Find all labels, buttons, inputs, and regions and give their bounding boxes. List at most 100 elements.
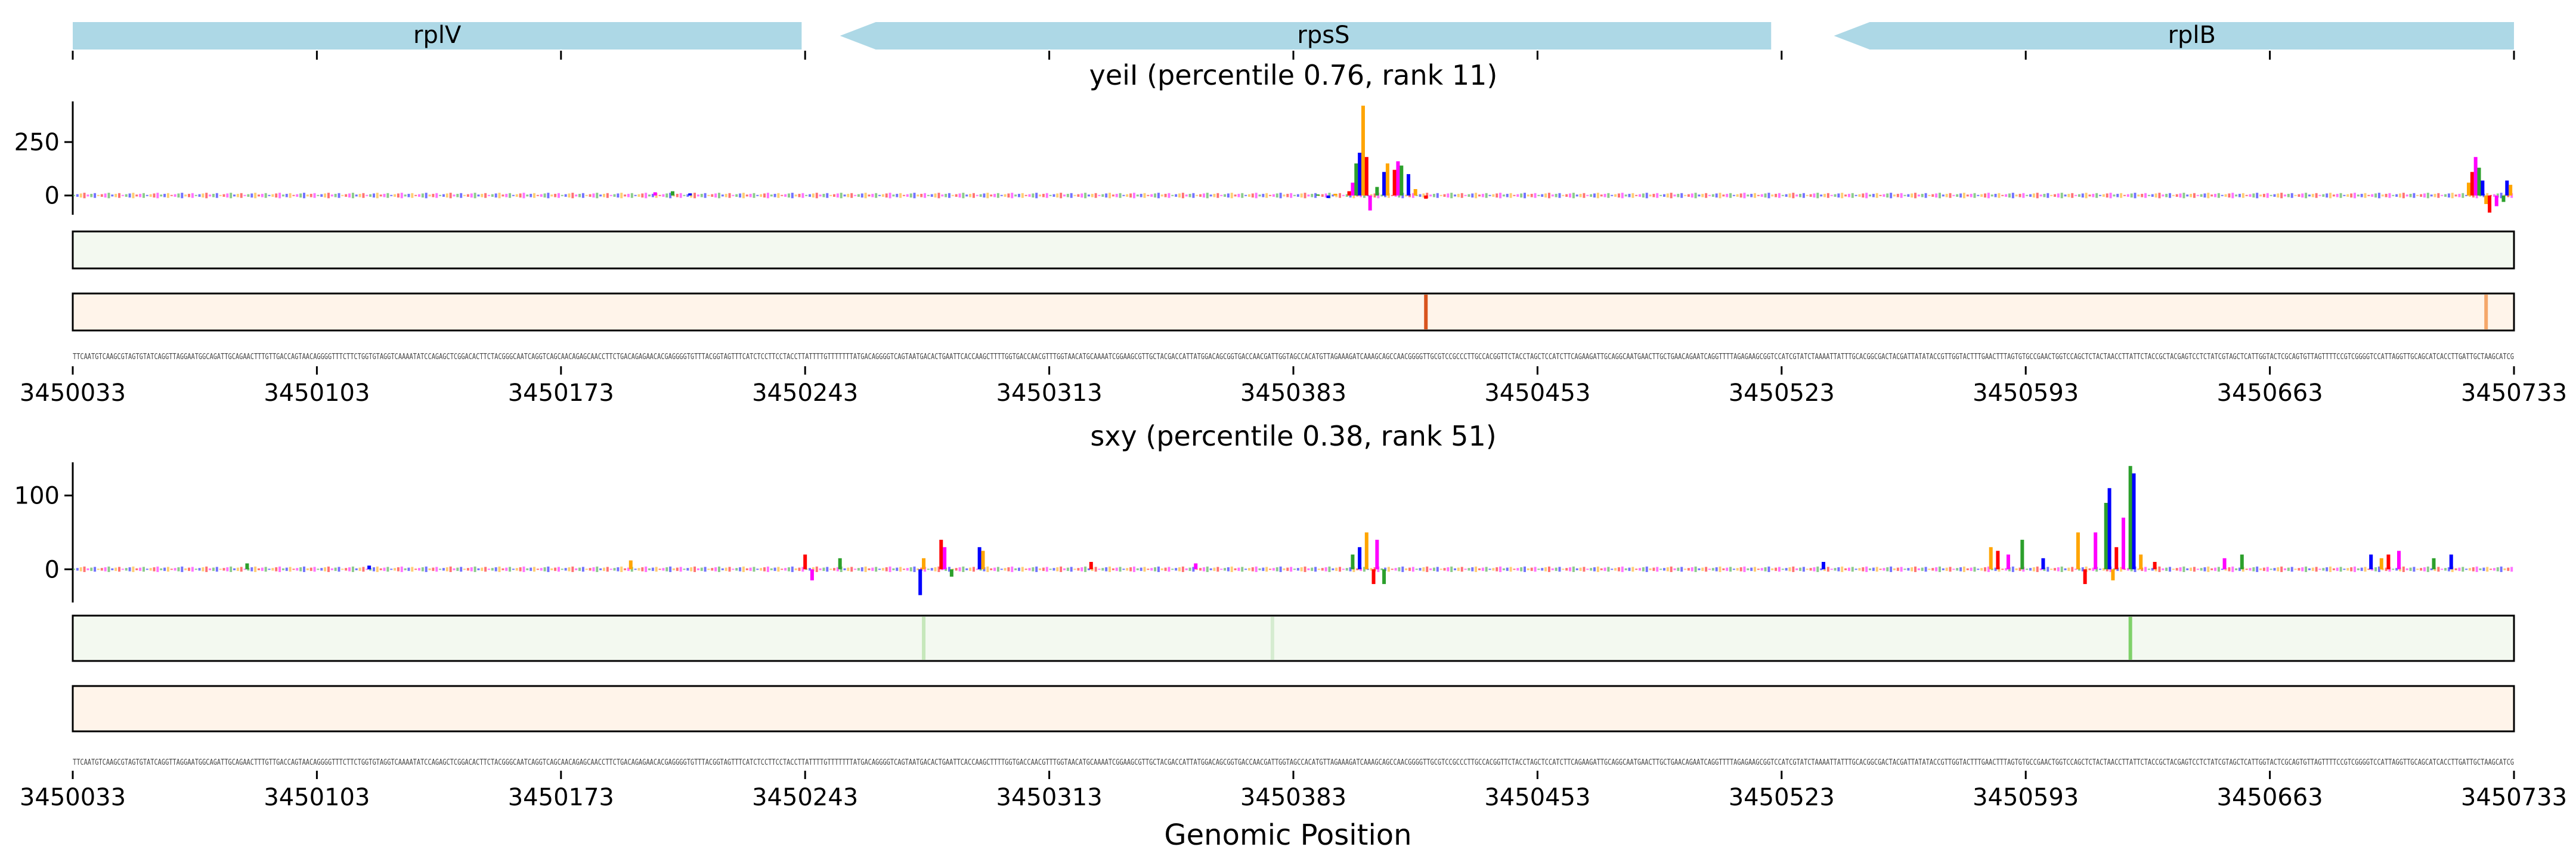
logo-baseline-mark	[1227, 567, 1230, 571]
logo-baseline-mark	[362, 193, 365, 198]
logo-baseline-mark	[843, 194, 846, 197]
logo-baseline-mark	[1150, 194, 1153, 197]
logo-baseline-mark	[97, 194, 100, 196]
logo-baseline-mark	[1021, 193, 1024, 198]
logo-baseline-mark	[2315, 567, 2318, 572]
logo-baseline-mark	[212, 193, 215, 197]
logo-baseline-mark	[924, 193, 927, 198]
logo-baseline-mark	[1126, 568, 1129, 571]
x-tick-label: 3450663	[2217, 784, 2323, 811]
logo-baseline-mark	[1701, 193, 1704, 197]
logo-baseline-mark	[338, 193, 340, 198]
logo-baseline-mark	[1496, 193, 1498, 198]
logo-baseline-mark	[742, 566, 745, 572]
logo-baseline-mark	[2060, 193, 2063, 199]
logo-baseline-mark	[1178, 567, 1181, 571]
logo-baseline-mark	[1143, 193, 1146, 198]
logo-baseline-mark	[1439, 194, 1442, 196]
logo-baseline-mark	[2252, 567, 2255, 571]
logo-baseline-mark	[2262, 193, 2265, 197]
logo-baseline-mark	[881, 568, 884, 571]
logo-baseline-mark	[1147, 568, 1150, 570]
logo-baseline-mark	[909, 193, 912, 198]
logo-baseline-mark	[1854, 194, 1857, 196]
logo-baseline-mark	[466, 568, 469, 571]
logo-baseline-mark	[366, 194, 369, 196]
logo-peak	[1368, 195, 1372, 211]
logo-peak	[981, 551, 985, 570]
logo-baseline-mark	[2196, 194, 2199, 196]
logo-baseline-mark	[1481, 567, 1484, 571]
logo-baseline-mark	[2326, 567, 2329, 571]
logo-baseline-mark	[432, 193, 435, 197]
logo-baseline-mark	[1192, 567, 1195, 572]
logo-baseline-mark	[2015, 568, 2018, 570]
logo-baseline-mark	[578, 193, 581, 197]
logo-baseline-mark	[1279, 566, 1282, 572]
logo-baseline-mark	[2043, 193, 2046, 197]
logo-baseline-mark	[2273, 194, 2276, 197]
logo-baseline-mark	[1049, 194, 1052, 196]
logo-baseline-mark	[1928, 568, 1931, 570]
logo-baseline-mark	[1879, 568, 1882, 570]
logo-baseline-mark	[1342, 568, 1345, 570]
logo-baseline-mark	[1209, 194, 1212, 197]
logo-baseline-mark	[470, 193, 473, 198]
logo-baseline-mark	[2175, 568, 2178, 571]
logo-baseline-mark	[704, 193, 707, 198]
logo-baseline-mark	[2503, 568, 2506, 570]
logo-baseline-mark	[920, 193, 923, 197]
logo-baseline-mark	[1907, 194, 1910, 197]
logo-baseline-mark	[829, 568, 832, 570]
logo-baseline-mark	[2496, 567, 2499, 571]
logo-baseline-mark	[854, 194, 857, 196]
logo-baseline-mark	[1265, 567, 1268, 572]
logo-baseline-mark	[937, 193, 940, 199]
logo-baseline-mark	[2032, 193, 2035, 198]
logo-baseline-mark	[268, 194, 271, 196]
logo-baseline-mark	[1719, 193, 1722, 199]
logo-peak	[2132, 473, 2136, 570]
logo-baseline-mark	[1432, 193, 1435, 197]
logo-baseline-mark	[1998, 193, 2001, 198]
logo-baseline-mark	[1373, 193, 1376, 198]
x-tick-label: 3450523	[1729, 784, 1835, 811]
x-tick-label: 3450453	[1484, 784, 1590, 811]
logo-baseline-mark	[1914, 193, 1917, 199]
logo-baseline-mark	[948, 193, 950, 198]
logo-baseline-mark	[1590, 194, 1593, 197]
logo-baseline-mark	[2308, 194, 2311, 197]
logo-baseline-mark	[787, 567, 790, 571]
logo-baseline-mark	[73, 194, 75, 196]
logo-baseline-mark	[2332, 194, 2335, 197]
gene-label-rplV: rplV	[413, 21, 462, 49]
logo-baseline-mark	[432, 567, 435, 571]
logo-peak	[2386, 554, 2391, 570]
logo-baseline-mark	[1004, 194, 1007, 197]
logo-baseline-mark	[1652, 567, 1655, 571]
logo-baseline-mark	[2168, 193, 2171, 198]
logo-baseline-mark	[1666, 567, 1669, 571]
logo-baseline-mark	[2109, 193, 2112, 199]
logo-baseline-mark	[2416, 194, 2419, 196]
heatmap-2a-highlight	[1270, 617, 1274, 660]
logo-baseline-mark	[411, 193, 414, 198]
logo-baseline-mark	[1073, 568, 1076, 570]
logo-baseline-mark	[1269, 568, 1272, 570]
panel-1-heatmap-track-b	[72, 292, 2515, 332]
logo-baseline-mark	[704, 567, 707, 572]
logo-baseline-mark	[149, 194, 152, 197]
logo-baseline-mark	[1328, 566, 1331, 572]
logo-baseline-mark	[2228, 567, 2231, 571]
logo-baseline-mark	[728, 567, 731, 572]
logo-baseline-mark	[794, 568, 797, 570]
logo-baseline-mark	[815, 193, 818, 199]
logo-baseline-mark	[174, 194, 177, 197]
logo-peak	[1989, 547, 1993, 570]
logo-baseline-mark	[791, 193, 794, 199]
logo-baseline-mark	[1101, 194, 1104, 197]
logo-baseline-mark	[732, 194, 735, 196]
logo-baseline-mark	[624, 568, 627, 570]
logo-baseline-mark	[955, 194, 958, 197]
logo-baseline-mark	[1150, 568, 1153, 571]
